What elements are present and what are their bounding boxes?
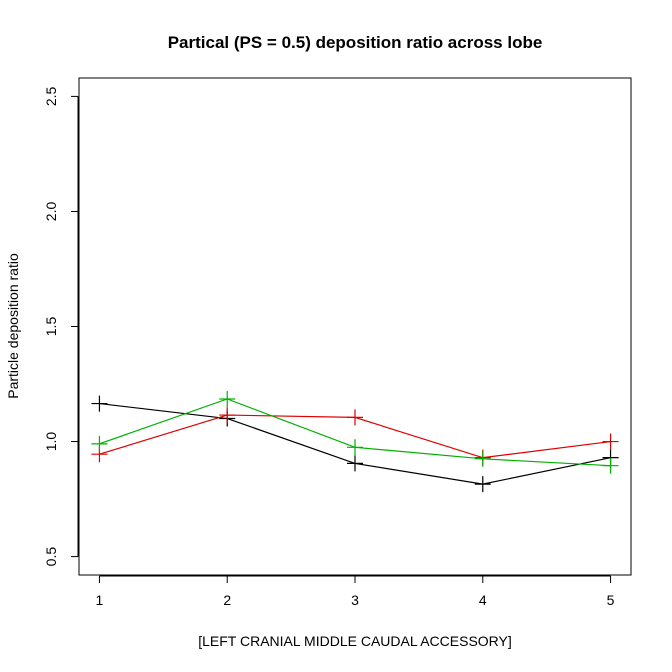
series-3-point [602,457,619,474]
series-1-point [91,395,108,412]
y-axis-label: Particle deposition ratio [5,253,21,399]
x-tick-label: 3 [351,592,359,608]
series-3-point [347,439,363,456]
series-2-point [219,407,236,424]
x-tick-label: 5 [607,592,615,608]
series-3-point [91,435,108,452]
x-axis: 1 2 3 4 5 [96,575,615,608]
x-axis-label: [LEFT CRANIAL MIDDLE CAUDAL ACCESSORY] [198,633,512,649]
y-tick-label: 1.0 [43,432,59,452]
chart-title: Partical (PS = 0.5) deposition ratio acr… [168,33,543,52]
series-1-point [474,476,491,493]
series-3-point [219,390,236,407]
y-tick-label: 0.5 [43,547,59,567]
series-3-point [474,450,491,467]
y-tick-label: 2.0 [43,202,59,222]
y-tick-label: 1.5 [43,317,59,337]
plot-frame [78,77,632,576]
series-2-point [347,409,363,426]
series-layer [91,390,619,493]
series-1-point [347,455,363,472]
series-2-point [602,433,619,450]
x-tick-label: 2 [223,592,231,608]
y-tick-label: 2.5 [43,86,59,106]
x-tick-label: 1 [96,592,104,608]
y-axis: 0.5 1.0 1.5 2.0 2.5 [43,86,79,567]
x-tick-label: 4 [479,592,487,608]
